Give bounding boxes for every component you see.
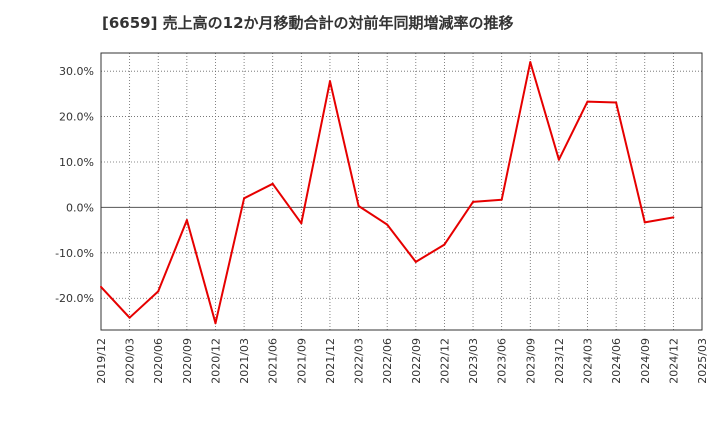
data-point (443, 243, 446, 246)
data-point (586, 100, 589, 103)
data-point (414, 260, 417, 263)
x-tick-label: 2020/06 (152, 338, 165, 384)
x-tick-label: 2023/06 (496, 338, 509, 384)
x-tick-label: 2022/09 (410, 338, 423, 384)
y-tick-label: 0.0% (66, 201, 94, 214)
y-tick-label: -20.0% (55, 292, 94, 305)
data-point (529, 61, 532, 64)
data-point (672, 216, 675, 219)
y-tick-label: 10.0% (59, 156, 94, 169)
plot-frame (100, 52, 703, 331)
x-tick-label: 2021/03 (238, 338, 251, 384)
data-point (214, 322, 217, 325)
x-tick-labels: 2019/12 2020/03 2020/06 2020/09 2020/12 2021/… (95, 338, 709, 384)
x-tick-label: 2024/06 (610, 338, 623, 384)
data-point (157, 290, 160, 293)
x-tick-label: 2021/06 (267, 338, 280, 384)
data-point (328, 80, 331, 83)
x-tick-label: 2021/12 (324, 338, 337, 384)
x-tick-label: 2023/12 (553, 338, 566, 384)
data-point (357, 205, 360, 208)
data-point (185, 219, 188, 222)
chart-title: [6659] 売上高の12か月移動合計の対前年同期増減率の推移 (102, 14, 514, 32)
data-point (100, 285, 102, 288)
data-point (243, 197, 246, 200)
data-point (300, 222, 303, 225)
y-tick-label: -10.0% (55, 247, 94, 260)
plot-area (101, 53, 702, 330)
x-tick-label: 2022/03 (353, 338, 366, 384)
x-tick-label: 2020/12 (209, 338, 222, 384)
x-tick-label: 2020/03 (124, 338, 137, 384)
x-tick-label: 2024/03 (582, 338, 595, 384)
x-tick-label: 2022/06 (381, 338, 394, 384)
data-point (500, 198, 503, 201)
x-tick-label: 2021/09 (295, 338, 308, 384)
data-point (615, 101, 618, 104)
data-point (386, 223, 389, 226)
series-layer (100, 61, 675, 325)
data-point (128, 316, 131, 319)
data-point (472, 200, 475, 203)
grid-lines (101, 53, 702, 330)
x-tick-label: 2023/03 (467, 338, 480, 384)
data-point (643, 221, 646, 224)
x-tick-label: 2022/12 (438, 338, 451, 384)
x-tick-label: 2024/09 (639, 338, 652, 384)
x-tick-label: 2024/12 (667, 338, 680, 384)
data-point (557, 158, 560, 161)
y-tick-labels: -20.0% -10.0% 0.0% 10.0% 20.0% 30.0% (55, 65, 94, 305)
x-tick-label: 2025/03 (696, 338, 709, 384)
data-point (271, 182, 274, 185)
y-tick-label: 20.0% (59, 111, 94, 124)
x-tick-label: 2019/12 (95, 338, 108, 384)
x-tick-label: 2023/09 (524, 338, 537, 384)
x-tick-label: 2020/09 (181, 338, 194, 384)
y-tick-label: 30.0% (59, 65, 94, 78)
